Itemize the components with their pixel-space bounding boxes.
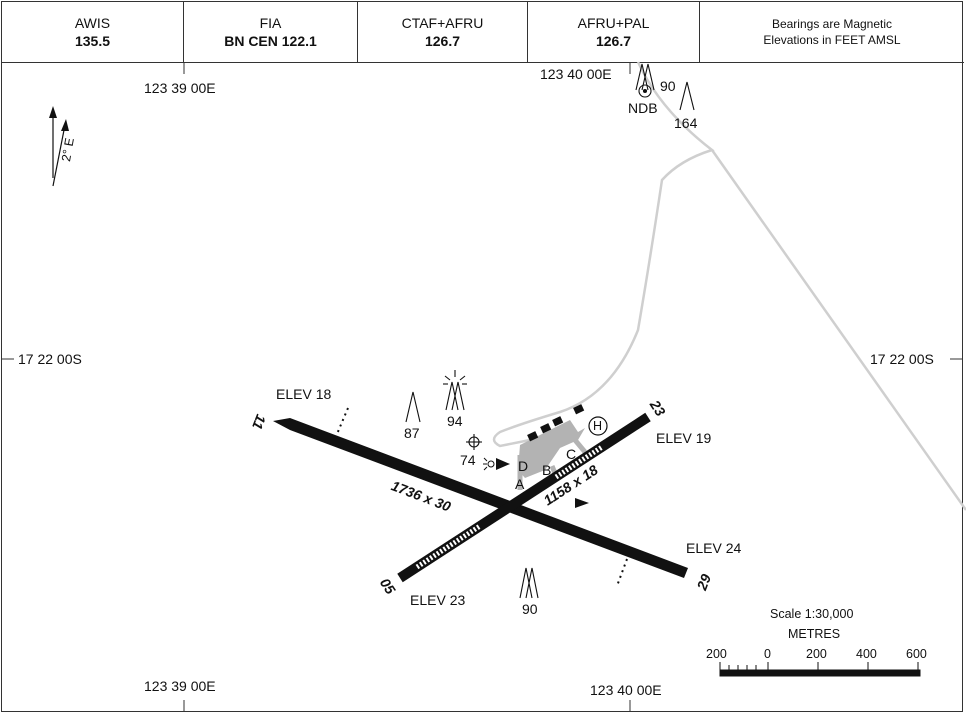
heliport-icon xyxy=(588,416,608,436)
highway-road xyxy=(710,149,966,511)
runway-11-29 xyxy=(273,418,688,578)
scale-tick-600: 600 xyxy=(906,647,927,661)
fia-label: FIA xyxy=(259,15,282,31)
direction-arrow-icon xyxy=(496,458,510,470)
taxiway-a-label: A xyxy=(515,476,525,492)
building-3 xyxy=(552,416,564,427)
frequency-header: AWIS 135.5 FIA BN CEN 122.1 CTAF+AFRU 12… xyxy=(2,2,964,63)
taxiway-d-label: D xyxy=(518,458,529,474)
scale-tick-0: 0 xyxy=(764,647,771,661)
elevation-note: Elevations in FEET AMSL xyxy=(763,33,901,47)
lat-label-right: 17 22 00S xyxy=(870,351,934,367)
ctaf-frequency: 126.7 xyxy=(424,33,461,49)
runway-05-stopway xyxy=(415,523,482,570)
obstacle-elevation-lighted: 94 xyxy=(447,413,463,429)
lat-label-left: 17 22 00S xyxy=(18,351,82,367)
obstacle-elevation-west: 87 xyxy=(404,425,420,441)
building-1 xyxy=(527,431,539,442)
threshold-marker-11 xyxy=(336,407,349,435)
scale-bar xyxy=(719,662,921,677)
awis-cell: AWIS 135.5 xyxy=(2,2,184,62)
threshold-marker-29 xyxy=(616,558,628,587)
fia-frequency: BN CEN 122.1 xyxy=(224,33,317,49)
beacon-icon xyxy=(483,457,495,471)
scale-tick-400: 400 xyxy=(856,647,877,661)
direction-arrow-icon-east xyxy=(575,498,589,508)
lon-label-top-right: 123 40 00E xyxy=(540,66,612,82)
taxiway-c-line xyxy=(573,438,587,454)
afru-cell: AFRU+PAL 126.7 xyxy=(528,2,700,62)
wdi-elevation: 74 xyxy=(460,452,476,468)
obstacle-icon-west xyxy=(405,391,421,423)
building-2 xyxy=(540,423,552,434)
fia-cell: FIA BN CEN 122.1 xyxy=(184,2,358,62)
ndb-label: NDB xyxy=(628,100,658,116)
afru-frequency: 126.7 xyxy=(595,33,632,49)
notes-cell: Bearings are Magnetic Elevations in FEET… xyxy=(700,2,964,62)
building-4 xyxy=(573,404,585,415)
scale-title: Scale 1:30,000 xyxy=(770,607,854,621)
runway-23-stopway xyxy=(554,444,604,480)
obstacle-elevation-north: 164 xyxy=(674,115,698,131)
ctaf-cell: CTAF+AFRU 126.7 xyxy=(358,2,528,62)
ctaf-label: CTAF+AFRU xyxy=(401,15,484,31)
scale-tick-200-left: 200 xyxy=(706,647,727,661)
ndb-icon xyxy=(635,63,655,98)
elev-label-29: ELEV 24 xyxy=(686,540,742,556)
awis-label: AWIS xyxy=(74,15,111,31)
ndb-mast-elevation: 90 xyxy=(660,78,676,94)
taxiway-b-label: B xyxy=(542,462,552,478)
obstacle-icon-south xyxy=(519,567,539,599)
afru-label: AFRU+PAL xyxy=(577,15,650,31)
heliport-label: H xyxy=(593,419,603,433)
elev-label-11: ELEV 18 xyxy=(276,386,332,402)
scale-unit: METRES xyxy=(788,627,841,641)
lon-label-bottom-right: 123 40 00E xyxy=(590,682,662,698)
north-arrow-icon xyxy=(49,106,69,187)
apron-area xyxy=(518,420,585,478)
bearing-note: Bearings are Magnetic xyxy=(771,17,893,31)
taxiway-c-label: C xyxy=(566,446,577,462)
lon-label-top-left: 123 39 00E xyxy=(144,80,216,96)
lon-label-bottom-left: 123 39 00E xyxy=(144,678,216,694)
awis-frequency: 135.5 xyxy=(74,33,111,49)
access-road xyxy=(492,61,715,448)
wind-indicator-icon xyxy=(466,434,482,450)
elev-label-05: ELEV 23 xyxy=(410,592,466,608)
elev-label-23: ELEV 19 xyxy=(656,430,712,446)
obstacle-icon xyxy=(679,81,695,111)
lighted-obstacle-icon xyxy=(443,370,467,411)
scale-tick-200: 200 xyxy=(806,647,827,661)
obstacle-elevation-south: 90 xyxy=(522,601,538,617)
